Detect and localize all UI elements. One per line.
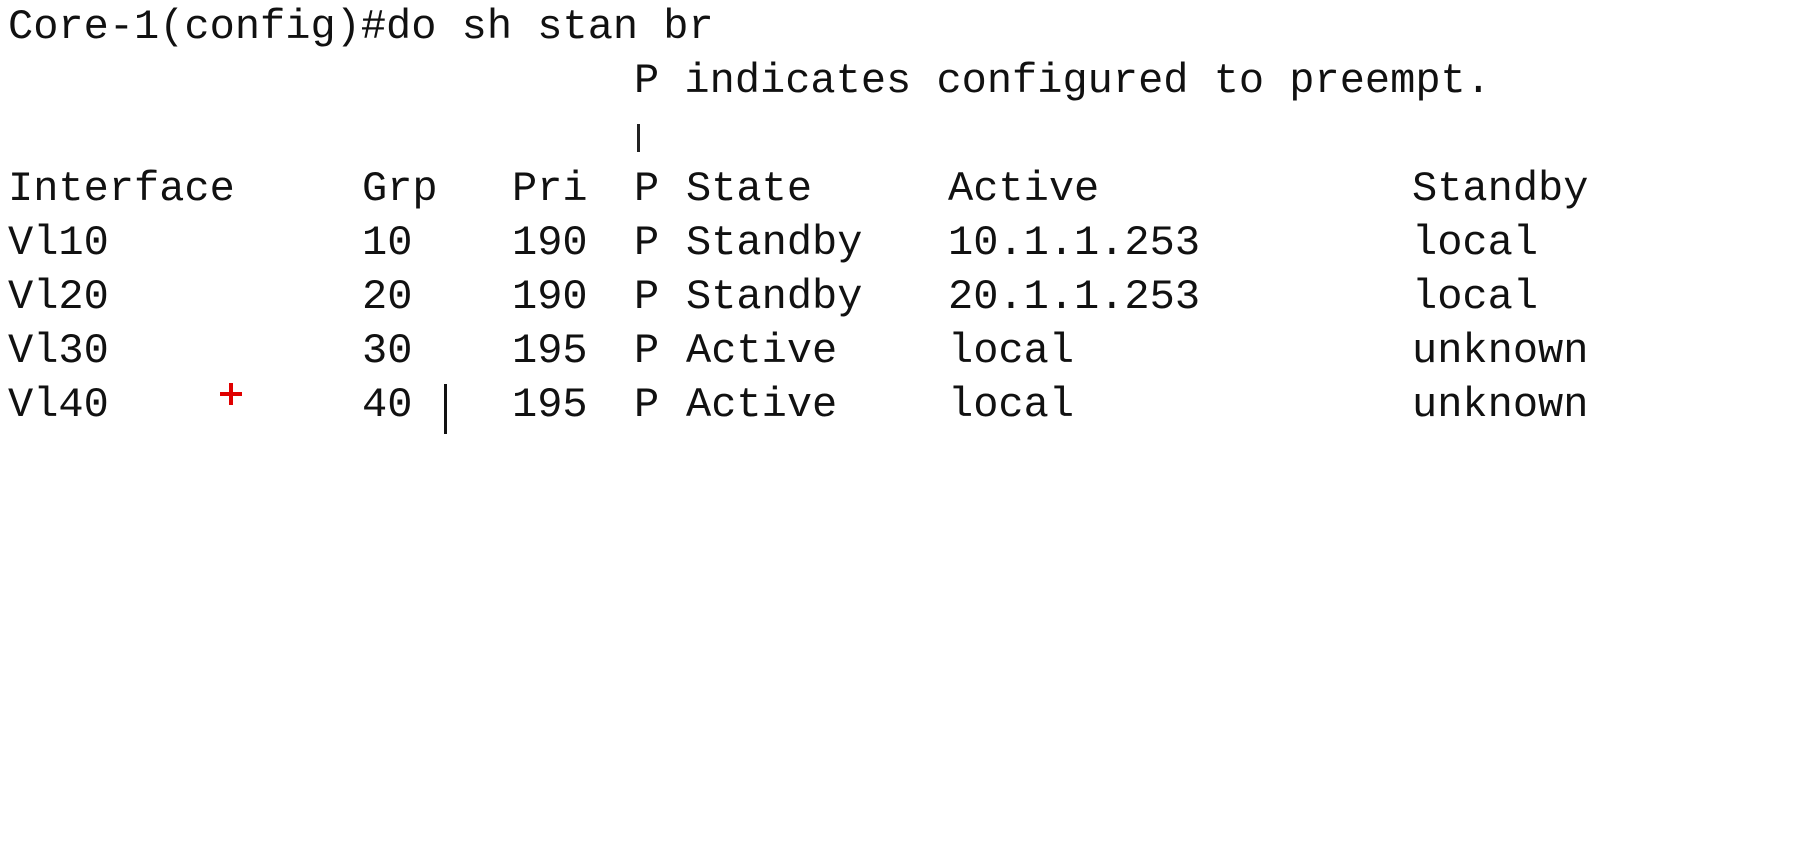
table-row: Vl30 30 195 P Active local unknown	[8, 324, 1588, 378]
table-row: Vl20 20 190 P Standby 20.1.1.253 local	[8, 270, 1538, 324]
row-pri: 190	[512, 273, 588, 321]
header-grp: Grp	[362, 165, 438, 213]
row-grp: 20	[362, 273, 413, 321]
row-active: 20.1.1.253	[948, 273, 1201, 321]
preempt-note: P indicates configured to preempt.	[634, 57, 1491, 105]
row-state: Standby	[686, 273, 863, 321]
row-interface: Vl10	[8, 219, 109, 267]
row-interface: Vl20	[8, 273, 109, 321]
row-interface: Vl30	[8, 327, 109, 375]
row-pri: 195	[512, 381, 588, 429]
header-standby: Standby	[1412, 165, 1589, 213]
table-header: Interface Grp Pri P State Active Standby	[8, 162, 1588, 216]
row-p: P	[634, 381, 660, 429]
header-p: P	[634, 165, 660, 213]
row-p: P	[634, 273, 660, 321]
row-p: P	[634, 219, 660, 267]
row-pri: 190	[512, 219, 588, 267]
plus-crosshair-icon	[218, 381, 244, 407]
terminal-output[interactable]: Core-1(config)#do sh stan br P indicates…	[0, 0, 1806, 442]
header-interface: Interface	[8, 165, 235, 213]
row-grp: 10	[362, 219, 413, 267]
row-active: local	[948, 327, 1075, 375]
command-line: Core-1(config)#do sh stan br	[8, 3, 714, 51]
row-p: P	[634, 327, 660, 375]
text-cursor-bar	[444, 384, 447, 434]
row-active: 10.1.1.253	[948, 219, 1201, 267]
preempt-pointer-icon	[637, 124, 640, 152]
row-standby: local	[1412, 219, 1539, 267]
row-pri: 195	[512, 327, 588, 375]
row-active: local	[948, 381, 1075, 429]
row-state: Active	[686, 327, 838, 375]
header-state: State	[686, 165, 813, 213]
preempt-note-line: P indicates configured to preempt.	[8, 54, 1491, 108]
table-row: Vl10 10 190 P Standby 10.1.1.253 local	[8, 216, 1538, 270]
row-interface: Vl40	[8, 381, 109, 429]
table-row: Vl40 40 195 P Active local unknown	[8, 378, 1588, 432]
row-grp: 40	[362, 381, 413, 429]
header-active: Active	[948, 165, 1100, 213]
row-standby: unknown	[1412, 327, 1589, 375]
row-standby: unknown	[1412, 381, 1589, 429]
row-grp: 30	[362, 327, 413, 375]
row-standby: local	[1412, 273, 1539, 321]
header-pri: Pri	[512, 165, 588, 213]
row-state: Active	[686, 381, 838, 429]
row-state: Standby	[686, 219, 863, 267]
